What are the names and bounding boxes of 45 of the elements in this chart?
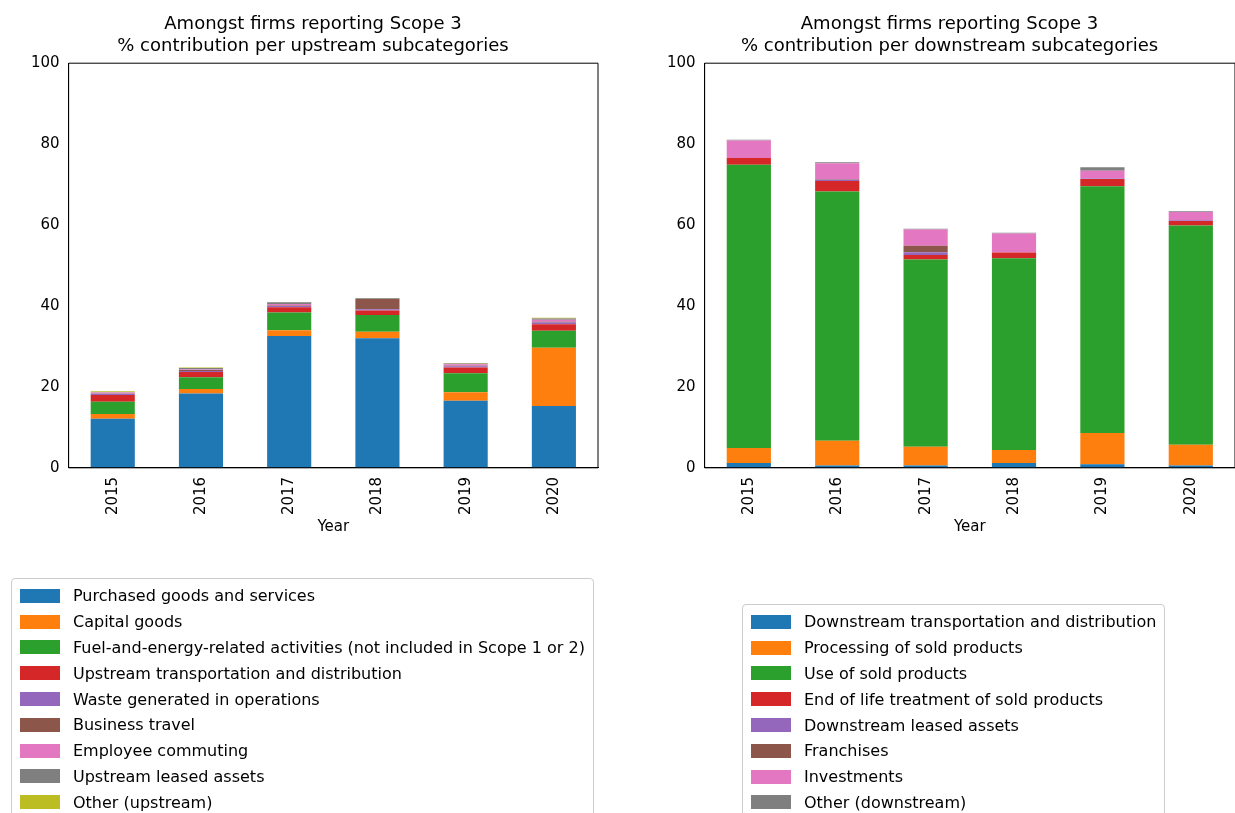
x-tick-label: 2017: [915, 476, 934, 516]
y-tick-label: 40: [676, 295, 696, 314]
x-tick-label: 2017: [279, 476, 298, 516]
x-tick-label: 2020: [543, 476, 562, 516]
y-tick-label: 20: [40, 376, 60, 395]
x-tick-label: 2018: [1003, 476, 1022, 516]
x-tick-label: 2020: [1180, 476, 1199, 516]
y-tick-label: 0: [50, 457, 60, 476]
chart-title: Amongst firms reporting Scope 3 % contribution per upstream subcategories: [117, 12, 509, 56]
legend-label: Use of sold products: [804, 663, 968, 683]
legend-label: Other (downstream): [804, 792, 967, 812]
legend-label: Employee commuting: [73, 741, 249, 761]
legend-label: End of life treatment of sold products: [804, 689, 1103, 709]
legend-label: Other (upstream): [73, 792, 213, 812]
y-tick-label: 20: [676, 376, 696, 395]
chart-title: Amongst firms reporting Scope 3 % contribution per downstream subcategories: [740, 12, 1159, 56]
x-axis-title: Year: [952, 516, 987, 535]
y-tick-label: 0: [686, 457, 696, 476]
legend-label: Downstream transportation and distribution: [804, 612, 1157, 632]
legend-label: Investments: [804, 767, 903, 787]
x-tick-label: 2019: [455, 476, 474, 516]
legend-label: Franchises: [804, 741, 889, 761]
legend-label: Waste generated in operations: [73, 689, 320, 709]
legend-label: Capital goods: [73, 612, 183, 632]
x-tick-label: 2019: [1092, 476, 1111, 516]
x-axis-title: Year: [316, 516, 351, 535]
x-tick-label: 2016: [827, 476, 846, 516]
y-tick-label: 60: [40, 214, 60, 233]
y-tick-label: 100: [30, 53, 60, 72]
y-tick-label: 80: [40, 134, 60, 153]
y-tick-label: 80: [676, 134, 696, 153]
y-tick-label: 40: [40, 295, 60, 314]
legend-label: Processing of sold products: [804, 638, 1023, 658]
x-tick-label: 2016: [190, 476, 209, 516]
legend-label: Fuel-and-energy-related activities (not included in Scope 1 or 2): [73, 637, 585, 657]
legend-label: Upstream transportation and distribution: [73, 663, 402, 683]
x-tick-label: 2018: [367, 476, 386, 516]
legend-label: Business travel: [73, 715, 196, 735]
legend-label: Purchased goods and services: [73, 586, 316, 606]
legend-label: Upstream leased assets: [73, 766, 265, 786]
legend-label: Downstream leased assets: [804, 715, 1019, 735]
x-tick-label: 2015: [738, 476, 757, 516]
y-tick-label: 100: [666, 53, 696, 72]
x-tick-label: 2015: [102, 476, 121, 516]
y-tick-label: 60: [676, 214, 696, 233]
